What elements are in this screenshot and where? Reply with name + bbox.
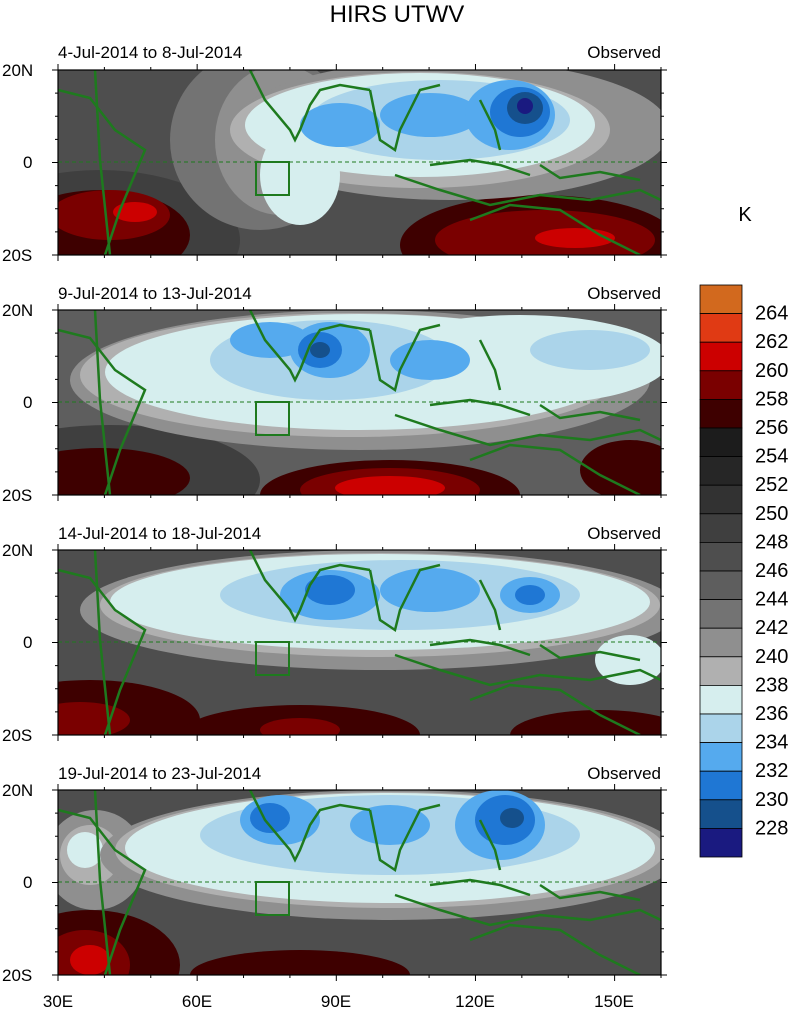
- colorbar-swatch: [699, 370, 743, 400]
- panel-source-2: Observed: [587, 284, 661, 303]
- colorbar-swatch: [699, 799, 743, 829]
- colorbar-level-label: 262: [755, 331, 788, 353]
- lat-label-20s-3: 20S: [2, 726, 32, 745]
- lat-label-20s-2: 20S: [2, 486, 32, 505]
- colorbar-level-label: 232: [755, 760, 788, 782]
- lat-label-20n-4: 20N: [2, 781, 33, 800]
- axis-ticks: [52, 64, 667, 981]
- colorbar-labels: 264 262 260 258 256 254 252 250 248 246 244 242 240 2…: [755, 303, 788, 840]
- colorbar-swatch: [699, 284, 743, 315]
- panel-period-3: 14-Jul-2014 to 18-Jul-2014: [58, 524, 261, 543]
- map-panel-4: 19-Jul-2014 to 23-Jul-2014 Observed 20N …: [2, 764, 662, 985]
- colorbar-level-label: 248: [755, 531, 788, 553]
- colorbar-swatch: [699, 513, 743, 543]
- colorbar-swatch: [699, 398, 743, 429]
- colorbar-swatch: [699, 599, 743, 629]
- colorbar-swatch: [699, 313, 743, 343]
- colorbar-swatch: [699, 627, 743, 658]
- colorbar-level-label: 264: [755, 303, 788, 325]
- colorbar-swatch: [699, 770, 743, 801]
- colorbar-level-label: 254: [755, 446, 788, 468]
- map-panel-2: 9-Jul-2014 to 13-Jul-2014 Observed 20N 0…: [2, 284, 662, 505]
- contour-field-2: [58, 310, 661, 495]
- colorbar-level-label: 260: [755, 360, 788, 382]
- lat-label-20n-3: 20N: [2, 541, 33, 560]
- lon-label-120e: 120E: [455, 992, 495, 1011]
- colorbar-level-label: 242: [755, 617, 788, 639]
- colorbar-level-label: 238: [755, 674, 788, 696]
- panel-source-4: Observed: [587, 764, 661, 783]
- lon-label-30e: 30E: [43, 992, 73, 1011]
- colorbar-level-label: 256: [755, 417, 788, 439]
- lon-label-90e: 90E: [321, 992, 351, 1011]
- panel-period-2: 9-Jul-2014 to 13-Jul-2014: [58, 284, 252, 303]
- colorbar-swatch: [699, 570, 743, 601]
- colorbar-swatch: [699, 713, 743, 744]
- panel-period-4: 19-Jul-2014 to 23-Jul-2014: [58, 764, 261, 783]
- study-area-box-4: [255, 881, 290, 916]
- longitude-axis: 30E 60E 90E 120E 150E: [43, 992, 634, 1011]
- lon-label-150e: 150E: [594, 992, 634, 1011]
- colorbar-swatch: [699, 685, 743, 715]
- lat-label-eq-4: 0: [23, 873, 32, 892]
- colorbar-level-label: 246: [755, 560, 788, 582]
- coastlines-1: [58, 70, 661, 255]
- lat-label-eq-1: 0: [23, 153, 32, 172]
- colorbar-level-label: 240: [755, 646, 788, 668]
- lat-label-20s-1: 20S: [2, 246, 32, 265]
- lat-label-eq-2: 0: [23, 393, 32, 412]
- colorbar-swatches: [699, 284, 743, 858]
- figure-title: HIRS UTWV: [330, 1, 465, 28]
- colorbar-level-label: 244: [755, 589, 788, 611]
- colorbar-level-label: 252: [755, 474, 788, 496]
- colorbar-level-label: 230: [755, 789, 788, 811]
- colorbar-swatch: [699, 484, 743, 515]
- study-area-box-1: [255, 161, 290, 196]
- colorbar-swatch: [699, 341, 743, 372]
- colorbar-swatch: [699, 656, 743, 686]
- lat-label-20s-4: 20S: [2, 966, 32, 985]
- colorbar-unit: K: [738, 204, 752, 226]
- map-panel-1: 4-Jul-2014 to 8-Jul-2014 Observed 20N 0 …: [2, 43, 662, 265]
- colorbar-swatch: [699, 542, 743, 572]
- colorbar: K 264 262 260 258 256 254 252 250 248 246 244 242 24…: [699, 204, 788, 858]
- colorbar-level-label: 228: [755, 817, 788, 839]
- panel-source-1: Observed: [587, 43, 661, 62]
- panel-period-1: 4-Jul-2014 to 8-Jul-2014: [58, 43, 242, 62]
- colorbar-level-label: 236: [755, 703, 788, 725]
- contour-field-3: [58, 550, 661, 735]
- lon-label-60e: 60E: [182, 992, 212, 1011]
- coastlines-3: [58, 550, 661, 735]
- colorbar-swatch: [699, 742, 743, 772]
- lat-label-20n-1: 20N: [2, 61, 33, 80]
- colorbar-swatch: [699, 427, 743, 458]
- colorbar-level-label: 258: [755, 388, 788, 410]
- colorbar-level-label: 234: [755, 732, 788, 754]
- study-area-box-2: [255, 401, 290, 436]
- contour-field-1: [58, 70, 661, 255]
- colorbar-level-label: 250: [755, 503, 788, 525]
- colorbar-swatch: [699, 828, 743, 858]
- lat-label-eq-3: 0: [23, 633, 32, 652]
- panel-source-3: Observed: [587, 524, 661, 543]
- lat-label-20n-2: 20N: [2, 301, 33, 320]
- colorbar-swatch: [699, 456, 743, 486]
- map-panel-3: 14-Jul-2014 to 18-Jul-2014 Observed 20N …: [2, 524, 662, 745]
- coastlines-2: [58, 310, 661, 495]
- study-area-box-3: [255, 641, 290, 676]
